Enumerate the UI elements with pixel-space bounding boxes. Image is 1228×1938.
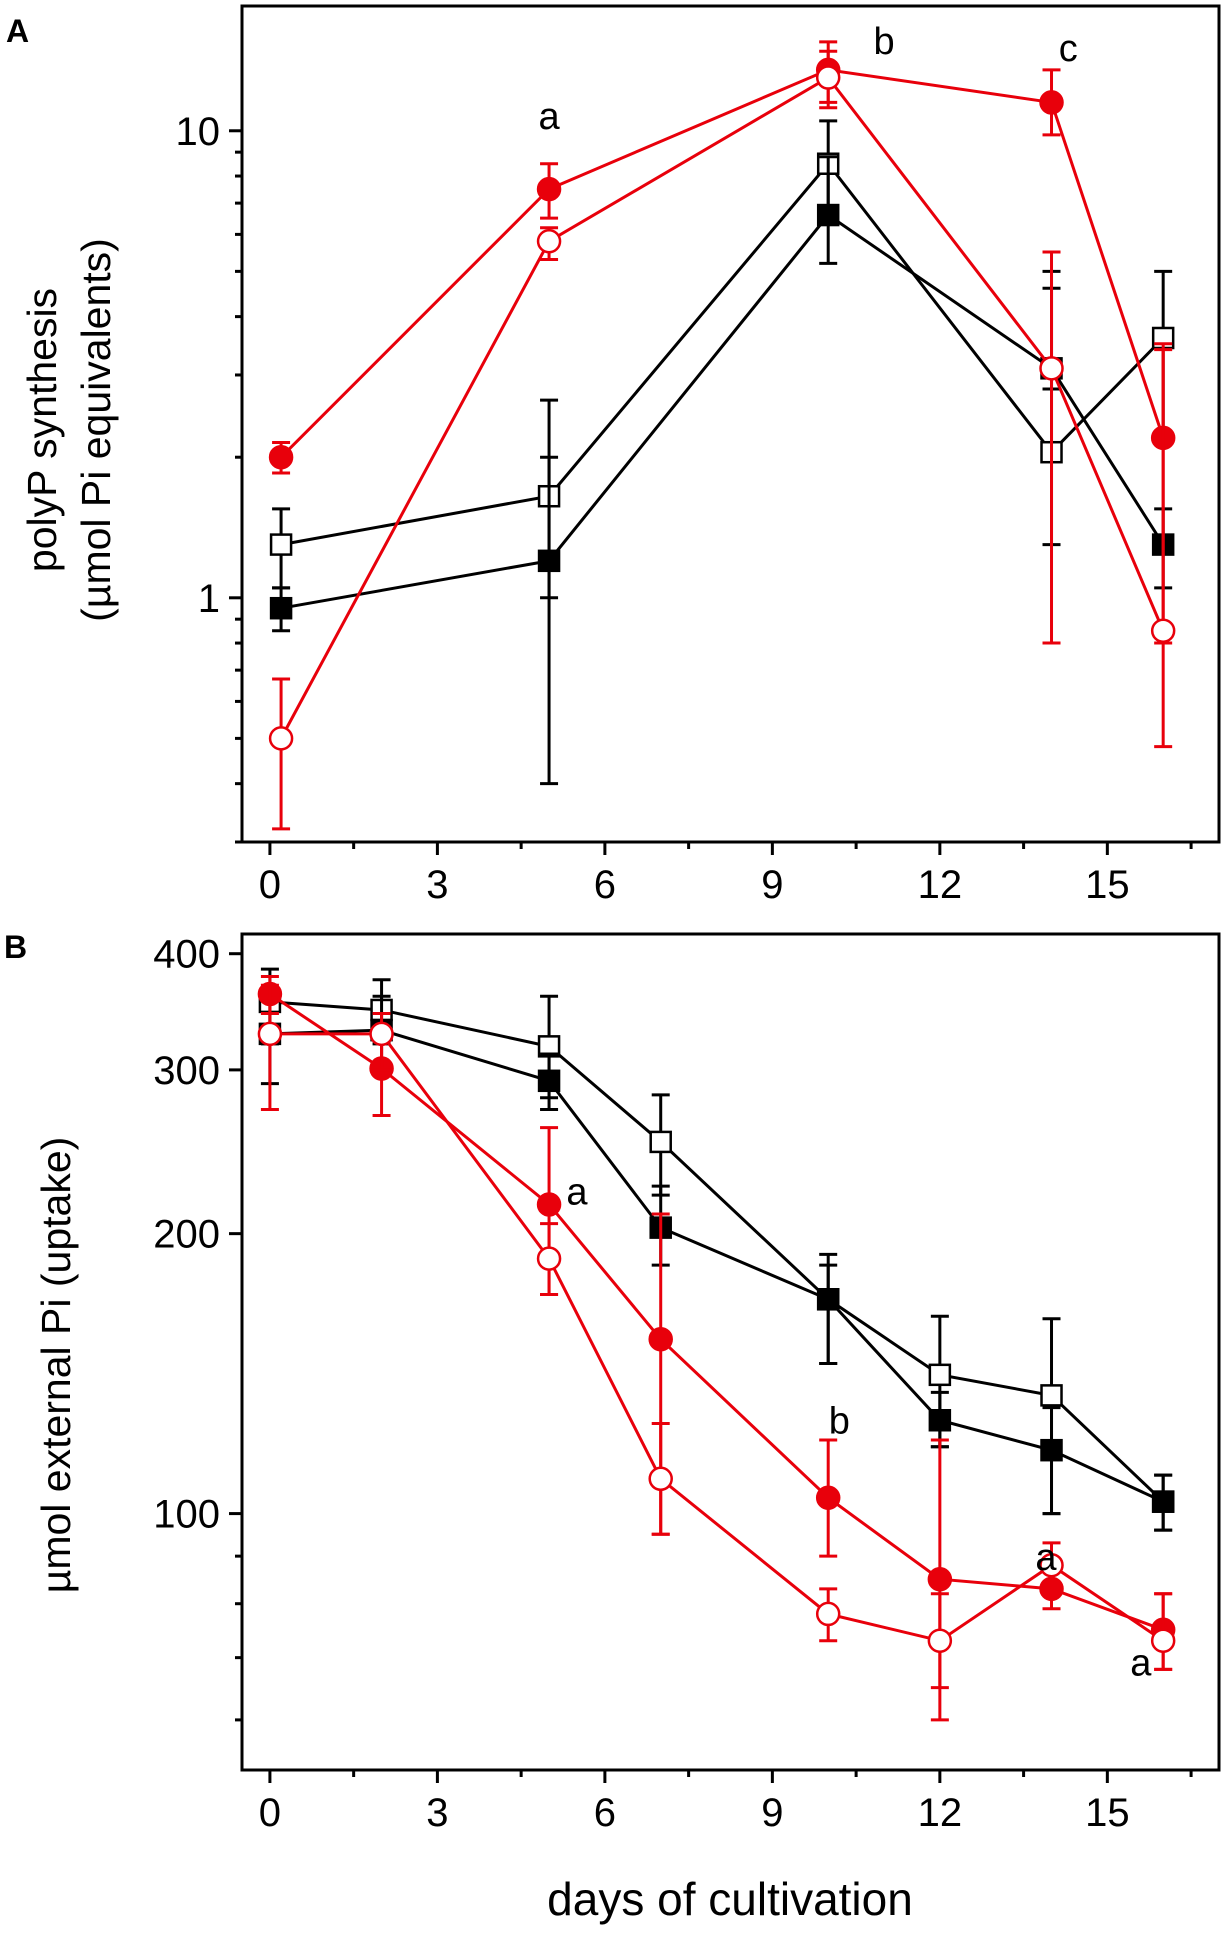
data-point	[928, 1409, 952, 1432]
panel-b-ylabel: µmol external Pi (uptake)	[33, 1137, 79, 1594]
data-point	[928, 1363, 952, 1387]
panel-a-plot: a b c	[268, 21, 1176, 831]
data-point	[1150, 1628, 1176, 1653]
series-line	[269, 1028, 1164, 1504]
data-point	[536, 1246, 562, 1271]
data-point	[369, 1021, 394, 1047]
panel-a-annotation: c	[1059, 28, 1078, 70]
panel-b-frame	[240, 932, 1221, 1772]
panel-a-series-filled-squares	[269, 155, 1175, 786]
panel-b-annotation: b	[829, 1400, 850, 1442]
data-point	[537, 549, 561, 573]
panel-b-y-tick-label: 300	[153, 1049, 220, 1093]
panel-b-plot: a b a a	[257, 967, 1176, 1722]
data-point	[927, 1628, 953, 1653]
panel-b-series-filled-squares	[258, 994, 1175, 1532]
panel-b-y-tick-label: 100	[153, 1493, 220, 1537]
data-point	[536, 1192, 562, 1217]
panel-a-annotation: a	[538, 96, 560, 138]
panel-b-y-tick-label: 400	[153, 933, 220, 977]
data-point	[815, 1485, 841, 1511]
data-point	[649, 1130, 672, 1154]
data-point	[816, 203, 840, 227]
panel-b-y-tick-label: 200	[153, 1213, 220, 1257]
panel-b-x-tick-label: 9	[761, 1791, 783, 1835]
panel-a-x-tick-label: 15	[1085, 863, 1130, 907]
panel-a-y-tick-label: 1	[198, 577, 220, 621]
panel-b-x-tick-label: 3	[426, 1791, 448, 1835]
panel-b-series-filled-circles	[257, 975, 1176, 1722]
panel-a-axes: 0 3 6 9 12 15 1 10	[176, 110, 1193, 907]
data-point	[648, 1326, 673, 1352]
panel-b: B µmol external Pi (uptake) 0 3 6 9 12 15 100 2…	[4, 929, 1221, 1835]
panel-a-y-tick-label: 10	[176, 110, 221, 154]
series-line	[269, 1032, 1165, 1643]
series-line	[279, 75, 1165, 740]
data-point	[1150, 618, 1176, 644]
panel-a-annotation: b	[873, 21, 894, 63]
panel-a: A polyP synthesis (µmol Pi equivalents) …	[6, 4, 1221, 907]
data-point	[1040, 1438, 1063, 1462]
panel-b-x-tick-label: 12	[918, 1791, 963, 1835]
data-point	[268, 726, 294, 751]
panel-a-series-filled-circles	[268, 40, 1176, 645]
panel-b-x-tick-label: 6	[594, 1791, 616, 1835]
data-point	[257, 1021, 283, 1047]
data-point	[1151, 1490, 1175, 1513]
data-point	[648, 1466, 673, 1492]
data-point	[537, 1069, 561, 1093]
panel-b-x-tick-label: 15	[1085, 1791, 1130, 1835]
data-point	[815, 65, 841, 90]
series-line	[280, 213, 1165, 610]
panel-a-ylabel-line1: polyP synthesis	[19, 288, 65, 572]
panel-a-series-open-circles	[268, 49, 1176, 831]
data-point	[269, 596, 293, 620]
series-line	[269, 992, 1164, 1632]
data-point	[269, 533, 293, 556]
data-point	[927, 1566, 953, 1592]
panel-b-x-tick-label: 0	[259, 1791, 281, 1835]
panel-b-axes: 0 3 6 9 12 15 100 200 300 400	[153, 933, 1193, 1835]
data-point	[268, 444, 294, 470]
series-line	[280, 68, 1165, 459]
panel-b-series-open-circles	[257, 983, 1176, 1690]
data-point	[1039, 1552, 1064, 1578]
panel-b-annotation: a	[566, 1171, 588, 1213]
panel-a-frame	[240, 4, 1221, 844]
data-point	[1039, 356, 1064, 381]
data-point	[536, 176, 562, 202]
panel-a-x-tick-label: 3	[426, 863, 448, 907]
panel-a-x-tick-label: 9	[761, 863, 783, 907]
panel-a-x-tick-label: 12	[918, 863, 963, 907]
data-point	[1040, 1384, 1063, 1407]
panel-b-letter: B	[4, 929, 27, 965]
x-axis-title: days of cultivation	[547, 1873, 913, 1925]
data-point	[536, 229, 562, 254]
series-line	[269, 1000, 1165, 1503]
data-point	[1039, 90, 1064, 115]
panel-b-annotation: a	[1035, 1537, 1057, 1579]
panel-a-letter: A	[6, 13, 29, 49]
data-point	[815, 1601, 841, 1627]
panel-a-ylabel-line2: (µmol Pi equivalents)	[73, 238, 119, 622]
panel-a-x-tick-label: 0	[259, 863, 281, 907]
data-point	[816, 1288, 840, 1311]
panel-b-annotation: a	[1130, 1642, 1152, 1684]
panel-a-x-tick-label: 6	[594, 863, 616, 907]
